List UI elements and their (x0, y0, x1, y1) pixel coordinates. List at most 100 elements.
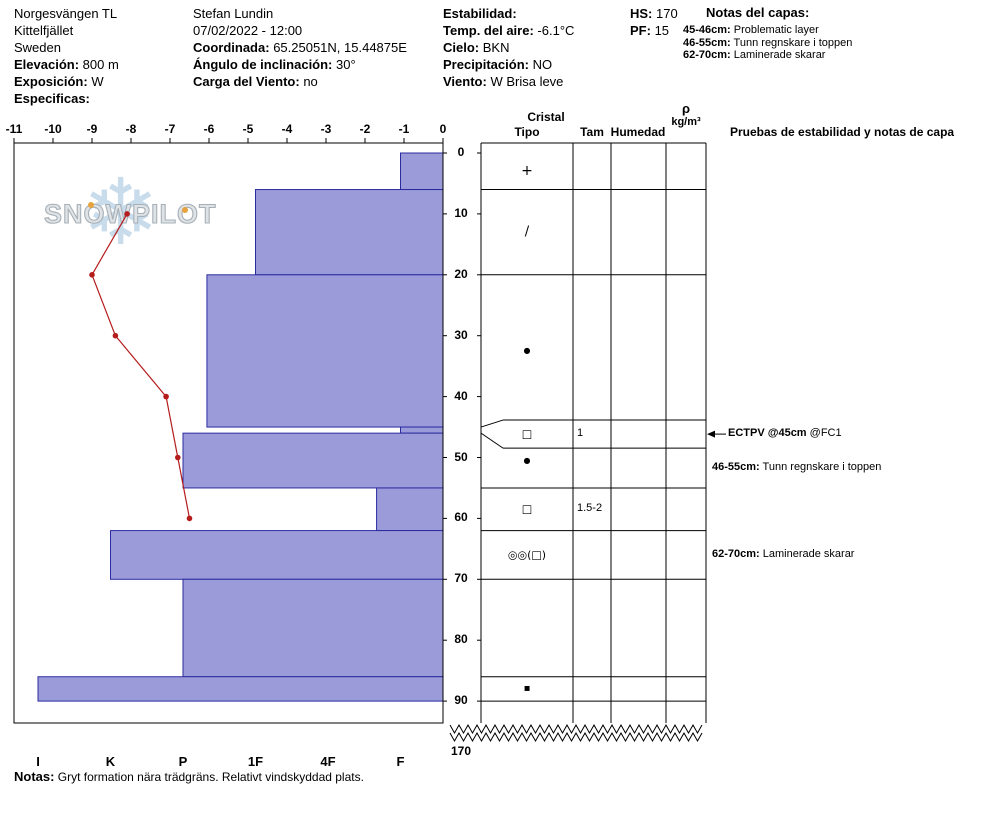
pit-depth-value: 15 (654, 23, 670, 38)
sky-cover: Cielo: BKN (443, 39, 574, 56)
temp-axis-tick-label: -4 (281, 122, 293, 136)
air-temp-value: -6.1°C (537, 23, 575, 38)
layer-note-text: Laminerade skarar (759, 548, 855, 560)
depth-axis-tick-label: 60 (454, 510, 468, 525)
stability-label: Estabilidad: (443, 6, 517, 21)
grain-type-symbol: ◎◎(□) (507, 548, 547, 562)
precipitation-value: NO (532, 57, 553, 72)
grain-type-symbol: + (521, 163, 533, 180)
wind-label: Viento: (443, 74, 487, 89)
layer-note-text: Problematic layer (730, 24, 819, 36)
layer-note-annotation: 46-55cm: Tunn regnskare i toppen (712, 461, 881, 473)
slope-angle-value: 30° (336, 57, 356, 72)
temp-axis-tick-label: -7 (164, 122, 176, 136)
layer-note-range: 62-70cm: (683, 49, 731, 61)
snow-height-value: 170 (656, 6, 678, 21)
layer-notes-title: Notas del capas: (706, 5, 810, 20)
pit-depth: PF: 15 (630, 22, 678, 39)
sky-cover-label: Cielo: (443, 40, 480, 55)
grain-type-symbol: □ (521, 502, 533, 516)
aspect-label: Exposición: (14, 74, 88, 89)
observer-name: Stefan Lundin (193, 6, 274, 21)
layer-note-text: Tunn regnskare i toppen (730, 36, 853, 49)
temp-axis-tick-label: -5 (242, 122, 254, 136)
temp-axis-tick-label: -6 (203, 122, 215, 136)
temp-axis-tick-label: -3 (320, 122, 332, 136)
depth-axis-tick-label: 10 (454, 205, 468, 220)
air-temp: Temp. del aire: -6.1°C (443, 22, 574, 39)
site-info-block: Norgesvängen TL Kittelfjället Sweden Ele… (14, 5, 119, 107)
pit-notes-label: Notas: (14, 769, 55, 784)
conditions-block: Estabilidad: Temp. del aire: -6.1°C Ciel… (443, 5, 574, 90)
depth-axis-tick-label: 90 (454, 693, 468, 708)
coordinates: Coordinada: 65.25051N, 15.44875E (193, 39, 407, 56)
crystal-column-header: Cristal (527, 110, 565, 124)
wind-value: W Brisa leve (490, 74, 564, 89)
wetness-column-header: Humedad (610, 125, 666, 139)
temp-axis-tick-label: -1 (398, 122, 410, 136)
temp-axis-tick-label: -9 (86, 122, 98, 136)
stability-tests-column-header: Pruebas de estabilidad y notas de capa (730, 125, 955, 139)
temp-axis-tick-label: -10 (44, 122, 62, 136)
stability: Estabilidad: (443, 5, 574, 22)
layer-note-item: 45-46cm: Problematic layer (683, 24, 852, 37)
depth-axis-tick-label: 50 (454, 449, 468, 464)
depth-axis-tick-label: 0 (457, 145, 465, 159)
temp-axis-tick-label: -8 (125, 122, 137, 136)
density-column-header: ρ (681, 101, 691, 116)
site-country: Sweden (14, 40, 61, 55)
depth-axis-tick-label: 70 (454, 571, 468, 586)
wind-loading-value: no (303, 74, 318, 89)
hardness-axis-tick-label: 1F (247, 754, 264, 769)
hardness-axis-tick-label: I (36, 754, 40, 769)
elevation-label: Elevación: (14, 57, 80, 72)
grain-type-symbol: ● (523, 345, 531, 355)
grain-size-column-header: Tam (580, 125, 604, 139)
site-area: Kittelfjället (14, 23, 74, 38)
hardness-axis-tick-label: K (105, 754, 116, 769)
observation-datetime: 07/02/2022 - 12:00 (193, 23, 303, 38)
layer-notes-list: 45-46cm: Problematic layer 46-55cm: Tunn… (683, 24, 852, 62)
grain-type-symbol: ▪ (523, 682, 531, 694)
layer-note-range: 62-70cm: (712, 548, 760, 560)
grain-type-column-header: Tipo (514, 125, 540, 139)
site-name: Norgesvängen TL (14, 6, 118, 21)
depth-axis-tick-label: 30 (454, 327, 468, 342)
grain-type-symbol: ● (523, 455, 531, 465)
pit-notes-text: Gryt formation nära trädgräns. Relativt … (54, 770, 364, 784)
stability-test-annotation: ECTPV @45cm @FC1 (728, 427, 842, 439)
temp-axis-tick-label: -11 (5, 122, 23, 136)
grain-type-symbol: / (524, 224, 530, 240)
layer-note-text: Laminerade skarar (730, 49, 826, 61)
wind: Viento: W Brisa leve (443, 73, 574, 90)
temp-axis-tick-label: -2 (359, 122, 371, 136)
elevation-value: 800 m (82, 57, 119, 72)
depth-axis-tick-label: 40 (454, 388, 468, 403)
grain-type-symbol: □ (521, 427, 533, 441)
grain-size-value: 1 (577, 427, 584, 440)
site-aspect: Exposición: W (14, 73, 119, 90)
layer-note-range: 46-55cm: (683, 36, 731, 49)
layer-note-range: 46-55cm: (712, 461, 760, 473)
snow-height: HS: 170 (630, 5, 678, 22)
precipitation-label: Precipitación: (443, 57, 529, 72)
layer-note-annotation: 62-70cm: Laminerade skarar (712, 548, 854, 560)
aspect-value: W (91, 74, 104, 89)
slope-angle: Ángulo de inclinación: 30° (193, 56, 407, 73)
snow-height-label: HS: (630, 6, 653, 21)
totals-block: HS: 170 PF: 15 (630, 5, 678, 39)
layer-note-item: 46-55cm: Tunn regnskare i toppen (683, 37, 852, 50)
site-elevation: Elevación: 800 m (14, 56, 119, 73)
layer-note-item: 62-70cm: Laminerade skarar (683, 49, 852, 62)
pit-notes: Notas: Gryt formation nära trädgräns. Re… (14, 769, 364, 784)
hardness-axis-tick-label: P (178, 754, 188, 769)
hardness-axis-tick-label: F (396, 754, 405, 769)
temp-axis-tick-label: 0 (439, 122, 447, 136)
slope-angle-label: Ángulo de inclinación: (193, 57, 333, 72)
precipitation: Precipitación: NO (443, 56, 574, 73)
observer-info-block: Stefan Lundin 07/02/2022 - 12:00 Coordin… (193, 5, 407, 90)
wind-loading-label: Carga del Viento: (193, 74, 300, 89)
pit-depth-label: PF: (630, 23, 651, 38)
